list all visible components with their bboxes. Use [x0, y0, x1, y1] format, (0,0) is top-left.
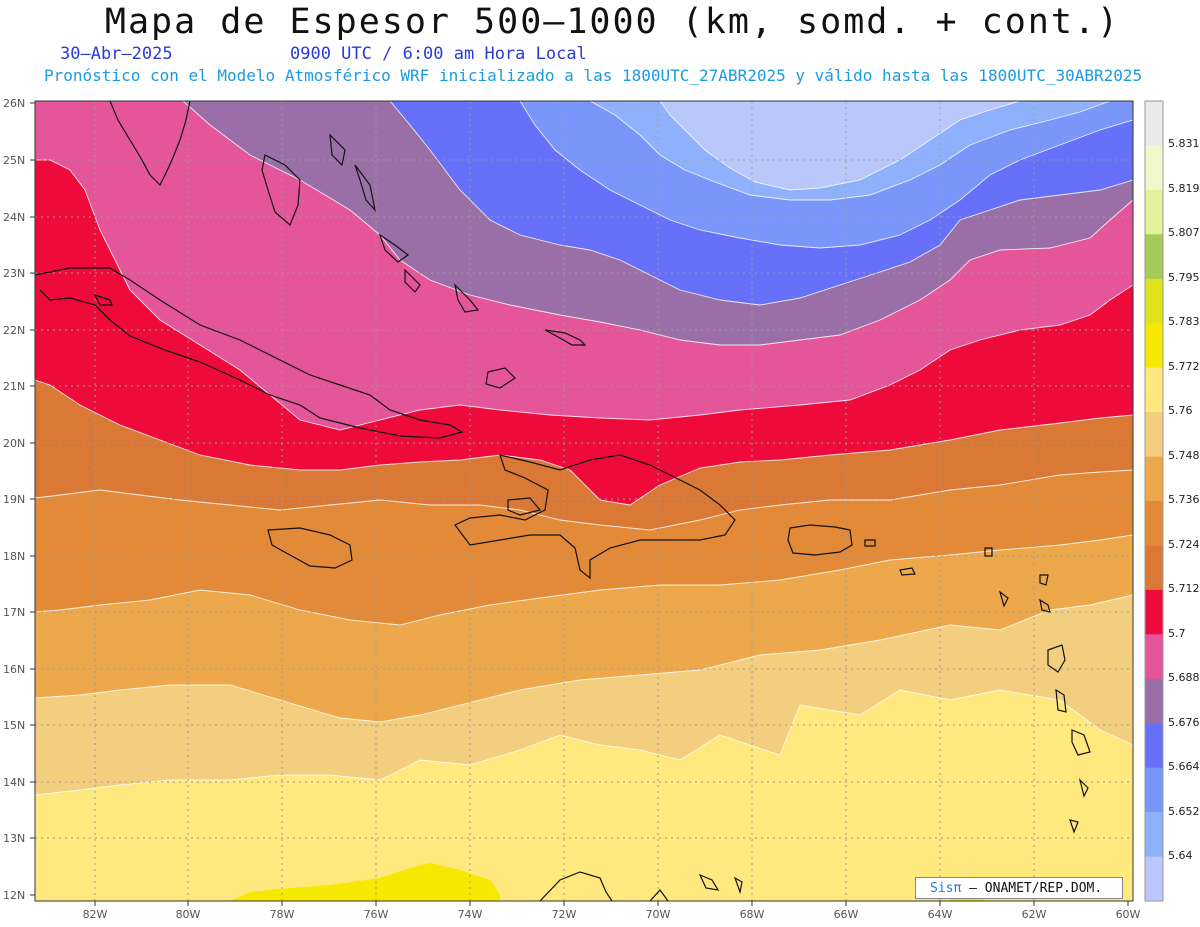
lat-label: 26N [3, 97, 25, 110]
forecast-date: 30–Abr–2025 [60, 44, 173, 64]
map-title: Mapa de Espesor 500–1000 (km, somd. + co… [104, 2, 1121, 42]
legend-swatch [1145, 589, 1163, 635]
legend-swatch [1145, 234, 1163, 280]
lon-label: 62W [1022, 908, 1047, 921]
lon-label: 76W [364, 908, 389, 921]
legend-label: 5.724 [1168, 538, 1200, 551]
lat-label: 22N [3, 324, 25, 337]
legend-label: 5.676 [1168, 716, 1200, 729]
lon-label: 66W [834, 908, 859, 921]
lat-label: 12N [3, 889, 25, 902]
legend-label: 5.712 [1168, 582, 1200, 595]
thickness-bands [35, 101, 1133, 901]
legend-label: 5.807 [1168, 226, 1200, 239]
legend-swatch [1145, 545, 1163, 591]
forecast-time: 0900 UTC / 6:00 am Hora Local [290, 44, 587, 64]
legend-label: 5.831 [1168, 137, 1200, 150]
legend-color-bar [1145, 101, 1163, 902]
legend-swatch [1145, 501, 1163, 546]
legend-label: 5.736 [1168, 493, 1200, 506]
legend-label: 5.783 [1168, 315, 1200, 328]
legend-swatch [1145, 767, 1163, 813]
lon-label: 64W [928, 908, 953, 921]
legend-label: 5.819 [1168, 182, 1200, 195]
model-info: Pronóstico con el Modelo Atmosférico WRF… [44, 66, 1143, 85]
legend-swatch [1145, 634, 1163, 680]
legend-swatch [1145, 101, 1163, 146]
lat-label: 19N [3, 493, 25, 506]
lat-label: 18N [3, 550, 25, 563]
legend-label: 5.795 [1168, 271, 1200, 284]
lon-label: 82W [83, 908, 108, 921]
lon-label: 74W [458, 908, 483, 921]
lat-label: 15N [3, 719, 25, 732]
legend-label: 5.76 [1168, 404, 1193, 417]
legend-swatch [1145, 367, 1163, 413]
credit-text: – ONAMET/REP.DOM. [969, 881, 1103, 896]
lat-label: 16N [3, 663, 25, 676]
legend-label: 5.7 [1168, 627, 1186, 640]
sis-logo-text: Sisπ [930, 881, 962, 896]
lon-label: 70W [646, 908, 671, 921]
lon-label: 72W [552, 908, 577, 921]
legend-swatch [1145, 812, 1163, 858]
legend-swatch [1145, 456, 1163, 502]
legend-swatch [1145, 189, 1163, 235]
legend-swatch [1145, 678, 1163, 724]
lat-label: 21N [3, 380, 25, 393]
lat-label: 13N [3, 832, 25, 845]
lon-label: 68W [740, 908, 765, 921]
legend-swatch [1145, 278, 1163, 324]
legend-swatch [1145, 412, 1163, 458]
lon-label: 78W [270, 908, 295, 921]
lat-label: 23N [3, 267, 25, 280]
legend-swatch [1145, 723, 1163, 769]
legend-swatch [1145, 145, 1163, 191]
legend-swatch [1145, 323, 1163, 369]
lat-label: 25N [3, 154, 25, 167]
legend-label: 5.64 [1168, 849, 1193, 862]
band-low [660, 101, 1020, 190]
coastlines [35, 101, 1091, 901]
lat-label: 20N [3, 437, 25, 450]
legend-label: 5.748 [1168, 449, 1200, 462]
band-5772 [230, 863, 500, 901]
legend-label: 5.652 [1168, 805, 1200, 818]
legend-label: 5.772 [1168, 360, 1200, 373]
legend-label: 5.664 [1168, 760, 1200, 773]
credit-box: Sisπ – ONAMET/REP.DOM. [915, 877, 1123, 899]
lon-label: 60W [1116, 908, 1141, 921]
lat-label: 17N [3, 606, 25, 619]
lat-label: 24N [3, 211, 25, 224]
lon-label: 80W [176, 908, 201, 921]
legend-swatch [1145, 856, 1163, 902]
lat-label: 14N [3, 776, 25, 789]
legend-label: 5.688 [1168, 671, 1200, 684]
